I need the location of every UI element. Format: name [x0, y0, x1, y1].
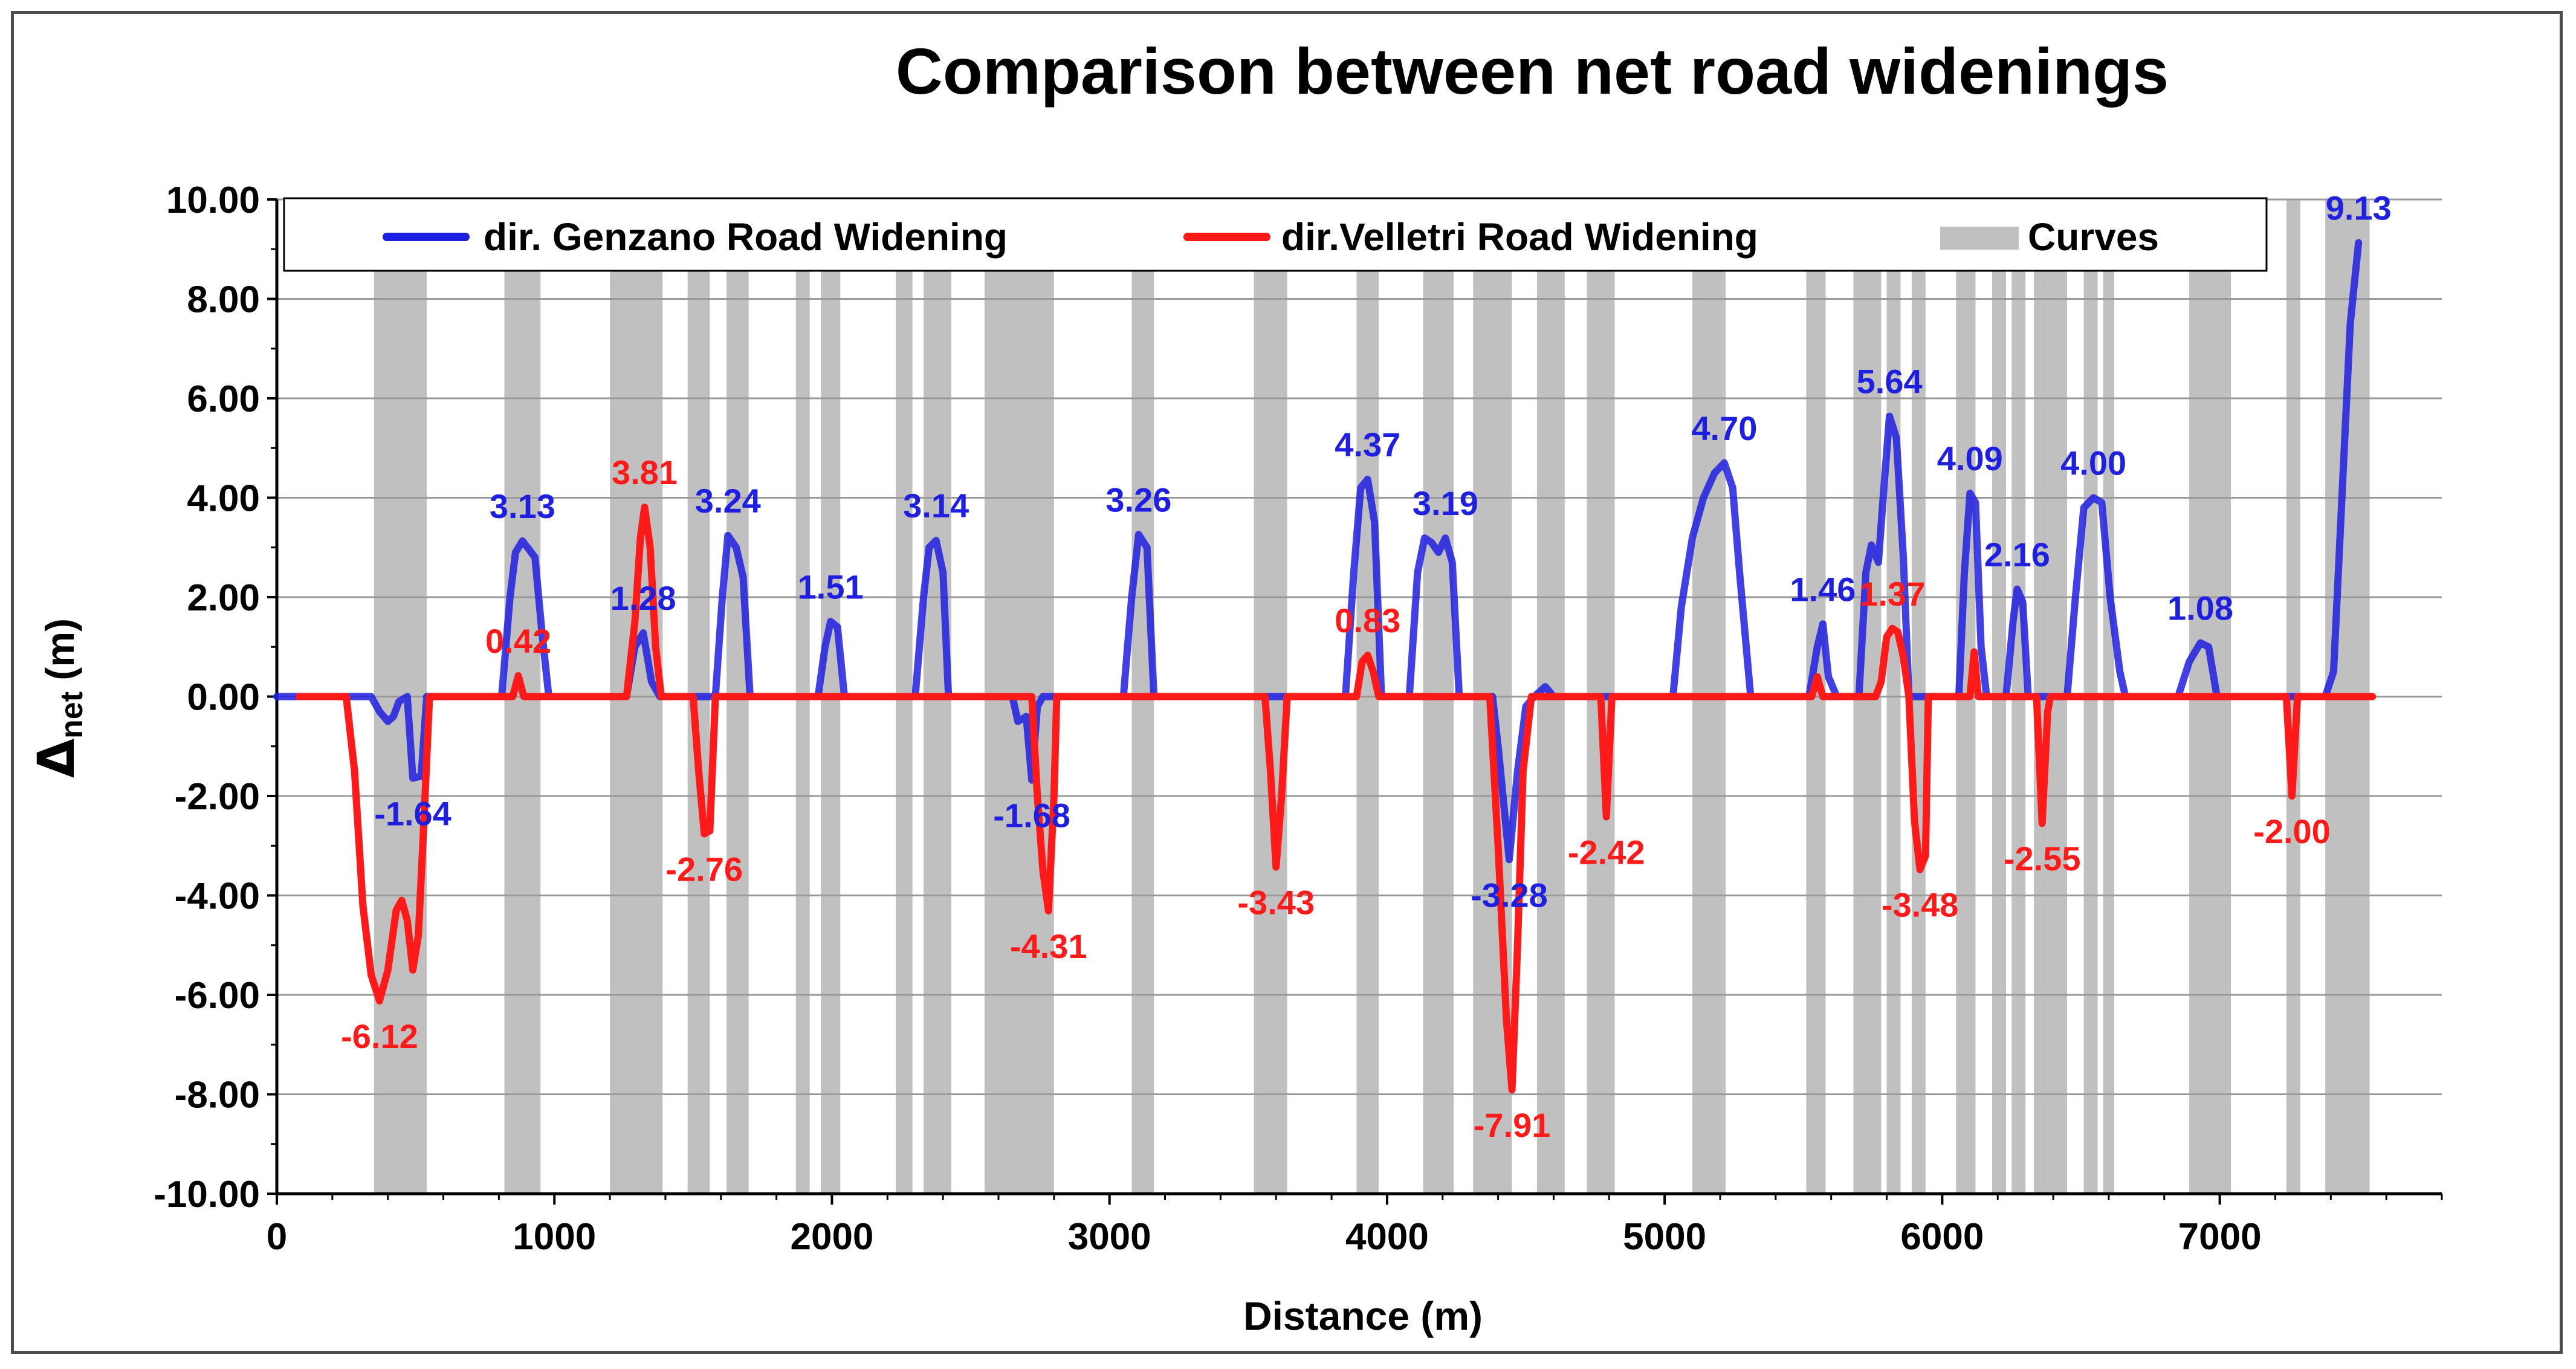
- axes: 10.00 8.00 6.00 4.00 2.00 0.00 -2.00 -4.00 -6.00…: [154, 180, 2443, 1258]
- data-label-velletri: -7.91: [1474, 1106, 1551, 1144]
- data-label-genzano: 1.28: [610, 579, 676, 617]
- legend: dir. Genzano Road Widening dir.Velletri …: [283, 197, 2268, 272]
- data-label-velletri: 0.42: [485, 622, 551, 660]
- x-tick-label: 3000: [1068, 1216, 1151, 1258]
- legend-label-genzano: dir. Genzano Road Widening: [484, 215, 1008, 259]
- data-label-genzano: 4.09: [1937, 439, 2003, 477]
- y-tick-label: -10.00: [154, 1174, 260, 1215]
- y-tick-label: 8.00: [187, 279, 260, 321]
- y-axis-label-unit: (m): [37, 618, 82, 691]
- data-label-velletri: -2.42: [1568, 833, 1645, 872]
- data-label-genzano: 4.70: [1691, 409, 1757, 447]
- data-label-genzano: 3.26: [1105, 481, 1171, 519]
- y-tick-label: -6.00: [175, 975, 260, 1017]
- curve-bands: [374, 199, 2370, 1194]
- data-label-genzano: 3.13: [490, 487, 555, 525]
- x-tick-label: 2000: [790, 1216, 873, 1258]
- y-tick-label: 6.00: [187, 378, 260, 420]
- x-tick-label: 0: [267, 1216, 287, 1258]
- data-label-velletri: -2.00: [2253, 812, 2331, 850]
- y-axis-label-symbol: Δ: [27, 739, 86, 778]
- y-tick-label: 10.00: [166, 180, 260, 221]
- data-label-velletri: -4.31: [1010, 927, 1087, 965]
- data-label-velletri: 1.37: [1859, 575, 1925, 613]
- y-tick-label: -2.00: [175, 776, 260, 818]
- series-line-velletri: [295, 503, 2377, 1094]
- svg-text:Δnet (m): Δnet (m): [27, 618, 89, 778]
- y-tick-label: -8.00: [175, 1075, 260, 1116]
- data-label-velletri: 0.83: [1335, 601, 1400, 639]
- data-label-genzano: 2.16: [1984, 536, 2050, 574]
- data-label-genzano: -1.68: [993, 797, 1070, 835]
- data-label-velletri: 3.81: [612, 453, 678, 491]
- data-label-genzano: 1.46: [1790, 570, 1856, 608]
- y-axis-label: Δnet (m): [27, 618, 89, 778]
- data-label-velletri: -6.12: [341, 1017, 418, 1055]
- y-axis-label-subscript: net: [54, 691, 89, 739]
- data-label-genzano: 3.14: [903, 487, 969, 525]
- x-tick-label: 4000: [1345, 1216, 1429, 1258]
- data-label-genzano: 4.00: [2060, 444, 2126, 482]
- x-tick-label: 5000: [1623, 1216, 1706, 1258]
- legend-swatch-curves: [1940, 227, 2019, 250]
- data-label-velletri: -2.55: [2004, 840, 2081, 878]
- x-tick-label: 6000: [1900, 1216, 1984, 1258]
- x-tick-label: 1000: [513, 1216, 596, 1258]
- y-tick-label: 0.00: [187, 677, 260, 719]
- data-label-genzano: 9.13: [2326, 189, 2392, 227]
- y-tick-label: -4.00: [175, 876, 260, 918]
- data-label-genzano: 1.08: [2167, 589, 2233, 627]
- legend-box: [283, 197, 2268, 272]
- legend-label-curves: Curves: [2028, 215, 2159, 259]
- data-label-velletri: -3.43: [1237, 884, 1315, 922]
- chart-title: Comparison between net road widenings: [896, 34, 2169, 108]
- data-label-genzano: 3.19: [1413, 484, 1478, 522]
- x-tick-label: 7000: [2178, 1216, 2262, 1258]
- data-label-genzano: 1.51: [798, 568, 864, 606]
- data-label-velletri: -2.76: [665, 850, 743, 888]
- data-label-genzano: -3.28: [1471, 876, 1548, 914]
- data-label-genzano: 4.37: [1335, 426, 1400, 464]
- series-lines: [273, 239, 2377, 1094]
- x-axis-label: Distance (m): [1243, 1293, 1483, 1338]
- data-label-genzano: 3.24: [695, 482, 761, 520]
- legend-label-velletri: dir.Velletri Road Widening: [1281, 215, 1758, 259]
- y-tick-label: 2.00: [187, 577, 260, 619]
- data-label-genzano: -1.64: [374, 794, 451, 832]
- data-label-velletri: -3.48: [1882, 886, 1959, 924]
- y-tick-label: 4.00: [187, 478, 260, 520]
- data-label-genzano: 5.64: [1857, 363, 1923, 401]
- data-labels: 3.13 1.28 3.24 1.51 3.14 3.26 4.37 3.19 4.70 1.46…: [341, 189, 2392, 1145]
- series-line-genzano: [273, 239, 2363, 864]
